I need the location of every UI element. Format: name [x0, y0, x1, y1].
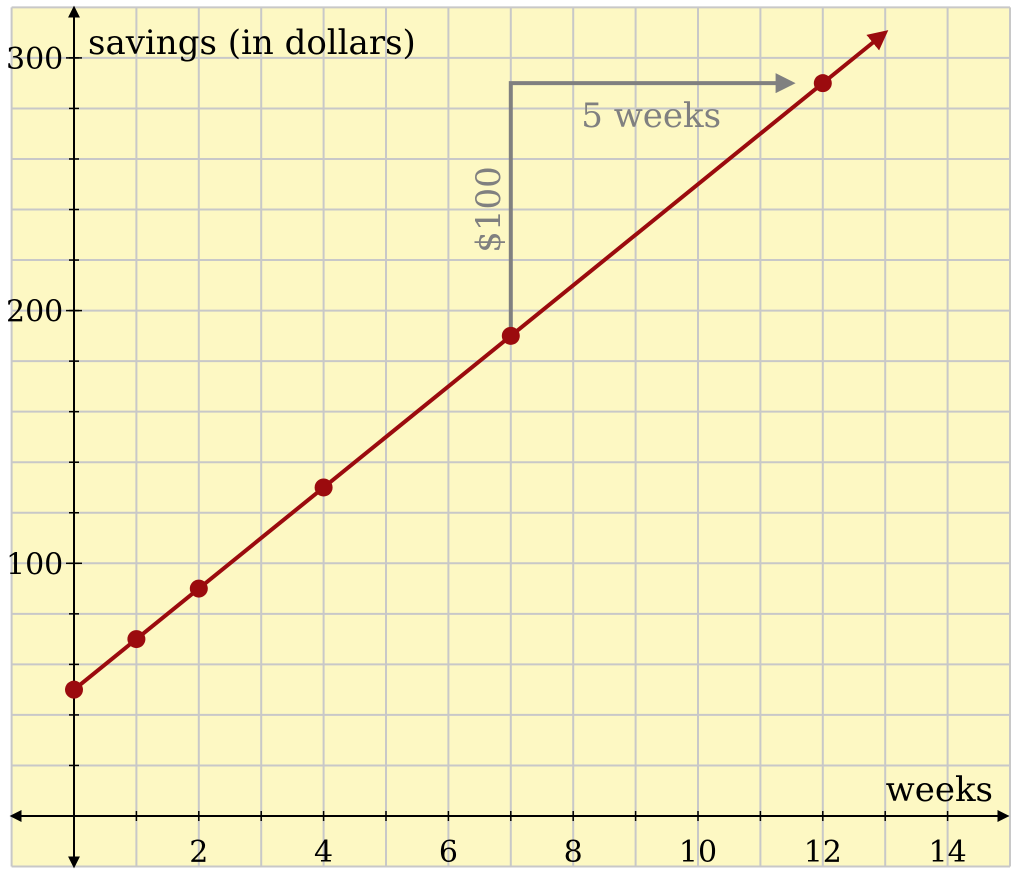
x-tick-label: 12 — [804, 835, 842, 870]
grid — [10, 6, 1011, 868]
data-point — [65, 680, 83, 699]
series-savings — [65, 30, 889, 699]
y-tick-label: 300 — [6, 42, 63, 77]
x-tick-label: 6 — [439, 835, 458, 870]
x-tick-label: 8 — [564, 835, 583, 870]
rise-label: $100 — [469, 166, 509, 253]
data-point — [127, 630, 146, 649]
series-line — [72, 30, 889, 692]
x-tick-label: 10 — [679, 835, 717, 870]
axes — [9, 5, 1010, 869]
data-point — [189, 579, 208, 598]
ticks: 2 4 6 8 10 12 14 100 200 300 — [6, 42, 967, 870]
run-label: 5 weeks — [581, 96, 721, 136]
x-axis-title: weeks — [886, 770, 993, 810]
x-tick-label: 2 — [189, 835, 208, 870]
x-tick-label: 14 — [929, 835, 967, 870]
y-tick-label: 100 — [6, 547, 63, 582]
x-tick-label: 4 — [314, 835, 333, 870]
rise-run-arrow — [508, 73, 796, 336]
data-point — [813, 74, 832, 93]
data-point — [501, 326, 520, 345]
data-point — [314, 478, 333, 497]
y-axis-title: savings (in dollars) — [88, 23, 416, 63]
y-tick-label: 200 — [6, 295, 63, 330]
slope-annotation — [508, 73, 796, 336]
